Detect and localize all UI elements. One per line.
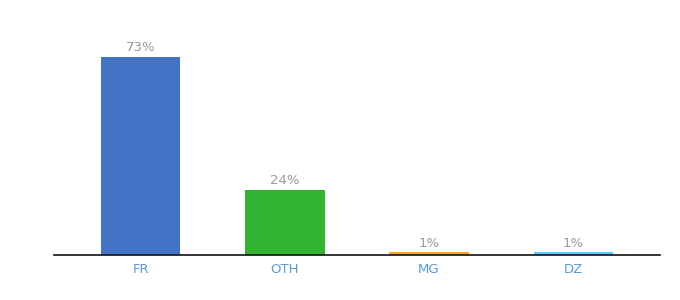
- Text: 24%: 24%: [270, 174, 300, 187]
- Text: 1%: 1%: [562, 237, 583, 250]
- Bar: [101, 57, 180, 255]
- Text: 1%: 1%: [418, 237, 439, 250]
- Bar: [245, 190, 324, 255]
- Text: 73%: 73%: [126, 41, 156, 54]
- Bar: [534, 252, 613, 255]
- Bar: [390, 252, 469, 255]
